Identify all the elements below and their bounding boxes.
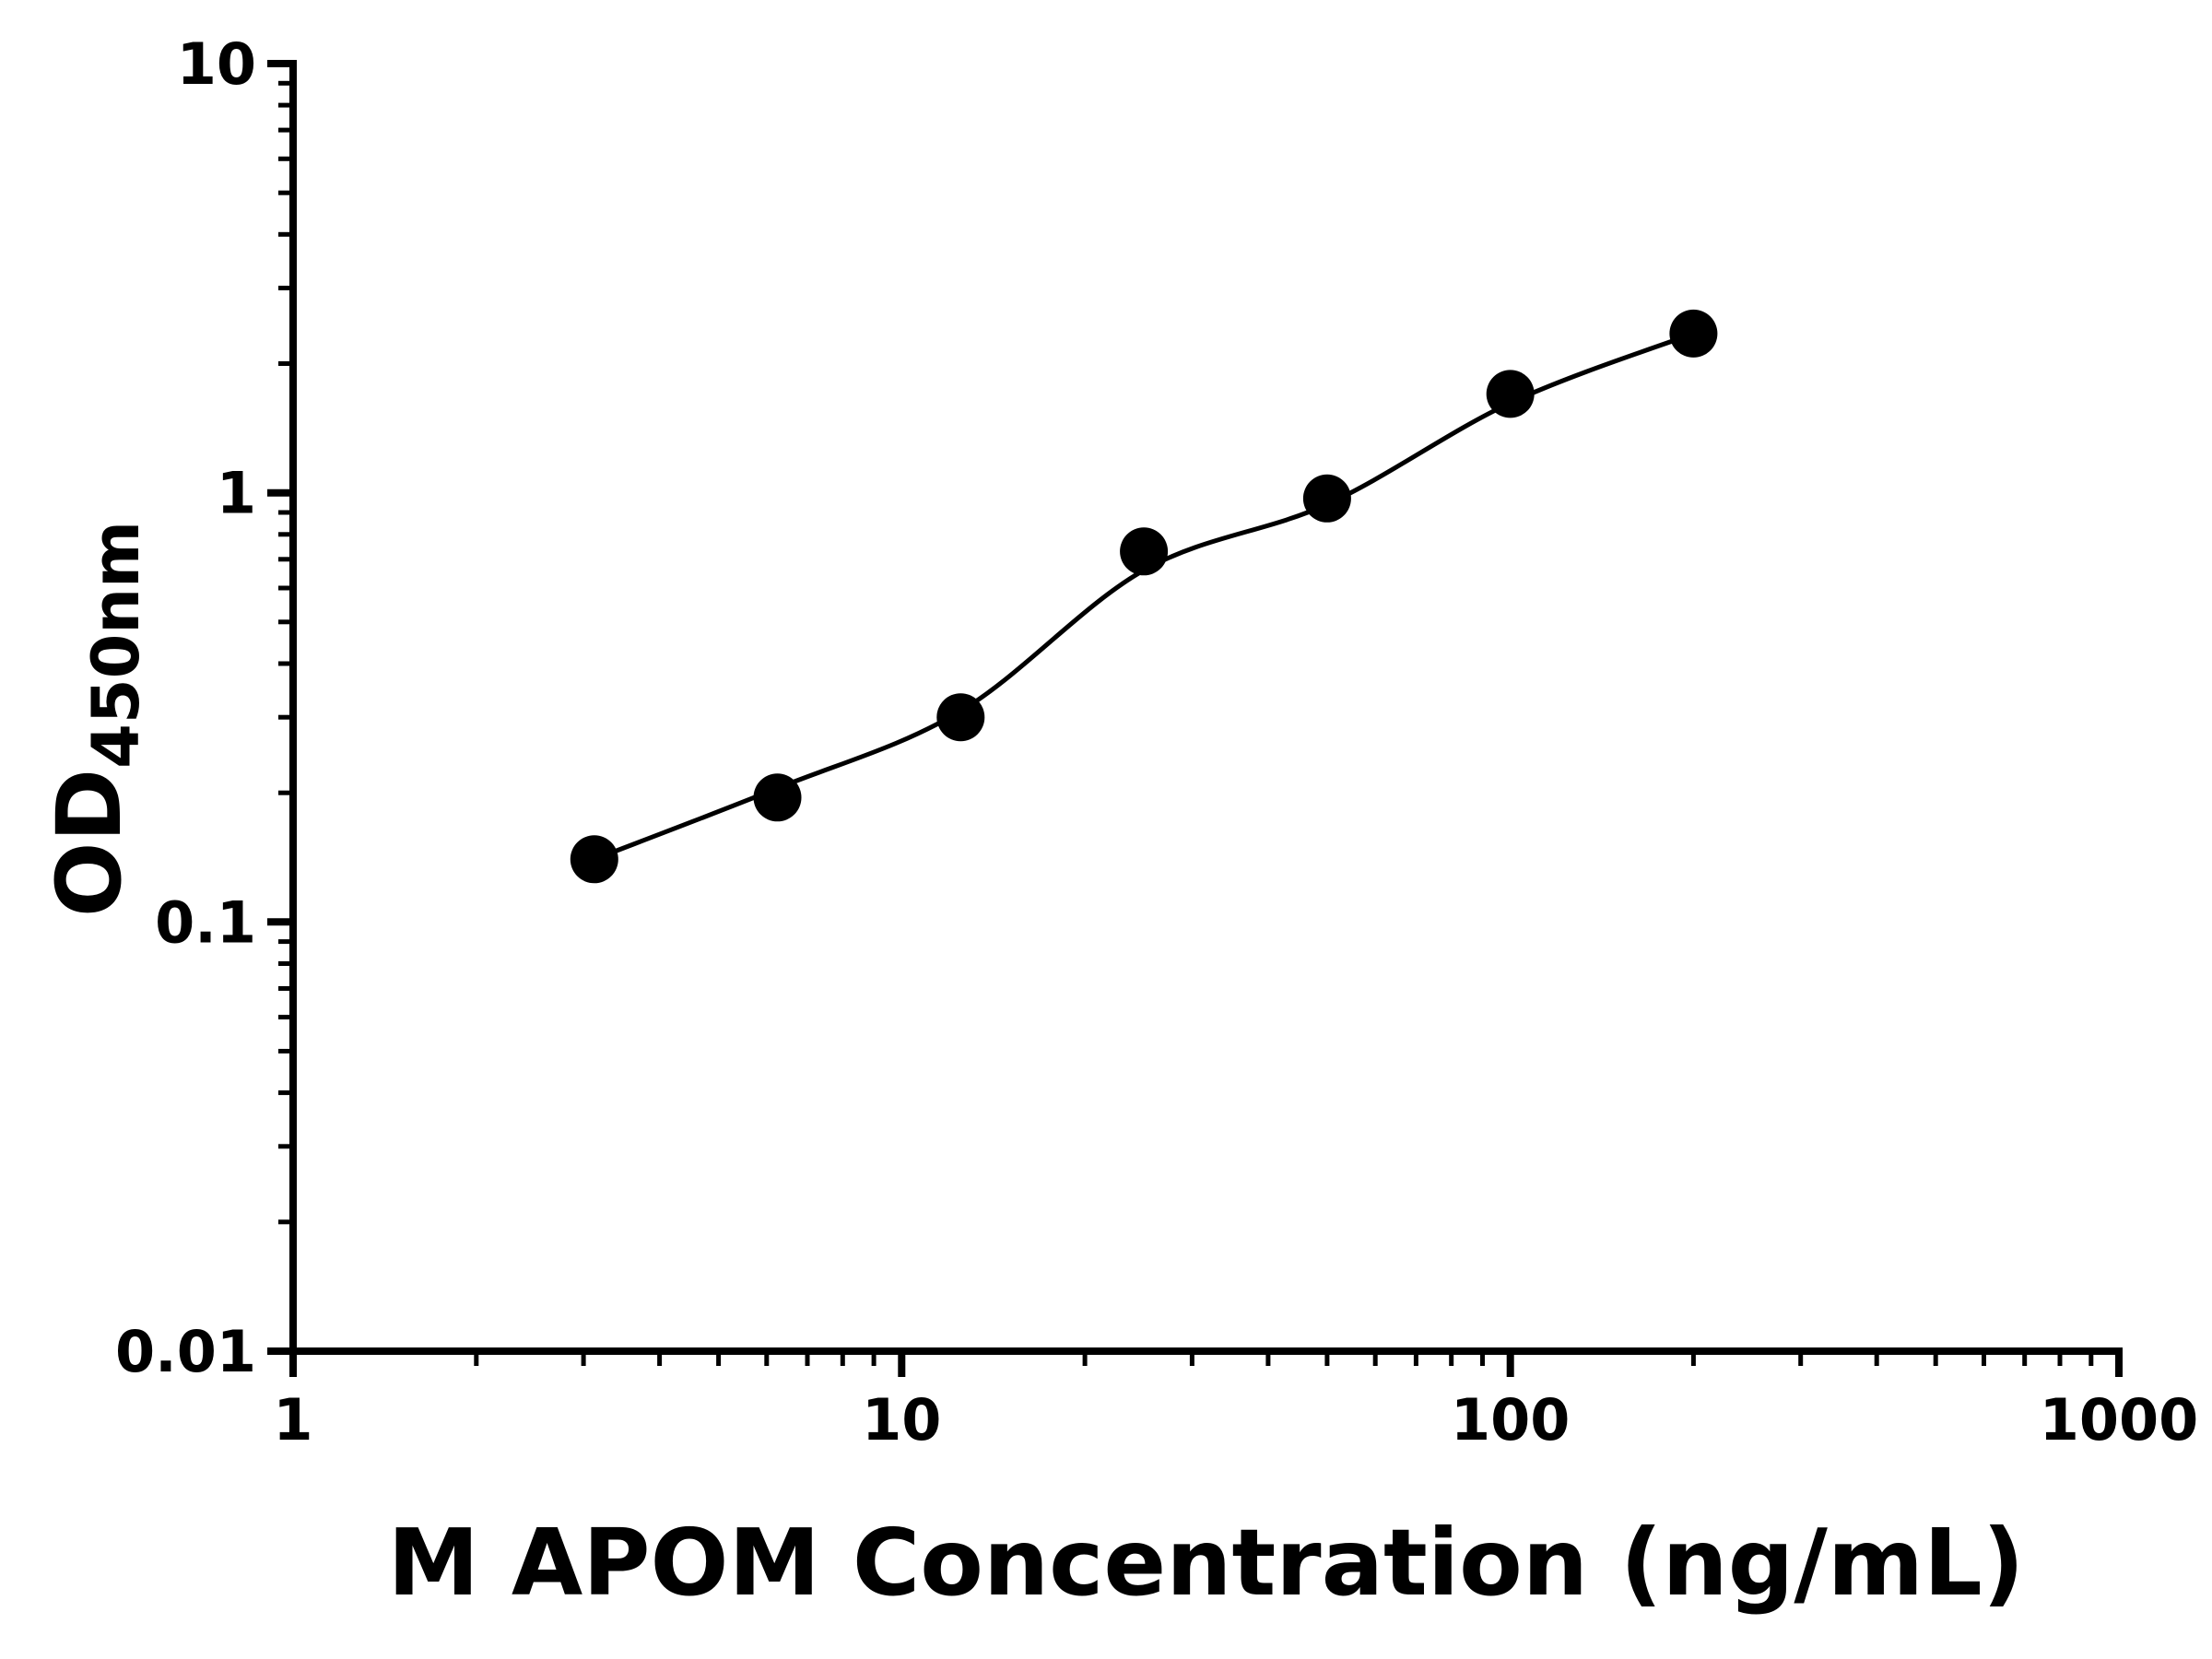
x-tick-label: 10 xyxy=(862,1386,941,1453)
data-points xyxy=(570,309,1718,884)
x-axis-title: M APOM Concentration (ng/mL) xyxy=(388,1509,2025,1617)
x-tick-label: 1 xyxy=(273,1386,312,1453)
x-tick-label: 100 xyxy=(1451,1386,1570,1453)
y-axis-title-main: OD xyxy=(38,769,141,917)
y-tick-label: 0.01 xyxy=(115,1318,256,1385)
fit-curve xyxy=(592,331,1696,862)
data-point xyxy=(1669,309,1718,358)
y-axis-title-subscript: 450nm xyxy=(78,521,154,769)
data-point xyxy=(1302,474,1351,523)
y-axis: 0.01 0.1 1 10 xyxy=(115,30,293,1385)
y-axis-title: OD450nm xyxy=(38,521,154,917)
y-tick-label: 1 xyxy=(217,460,256,527)
data-point xyxy=(1486,370,1535,418)
data-point xyxy=(570,835,618,884)
data-point xyxy=(936,693,985,742)
x-axis: 1 10 100 1000 xyxy=(273,1351,2198,1453)
data-point xyxy=(753,773,802,822)
axis-spine xyxy=(289,60,2123,1355)
x-tick-label: 1000 xyxy=(2040,1386,2199,1453)
y-tick-label: 0.1 xyxy=(155,888,256,956)
data-point xyxy=(1120,527,1169,576)
y-tick-label: 10 xyxy=(177,30,256,98)
